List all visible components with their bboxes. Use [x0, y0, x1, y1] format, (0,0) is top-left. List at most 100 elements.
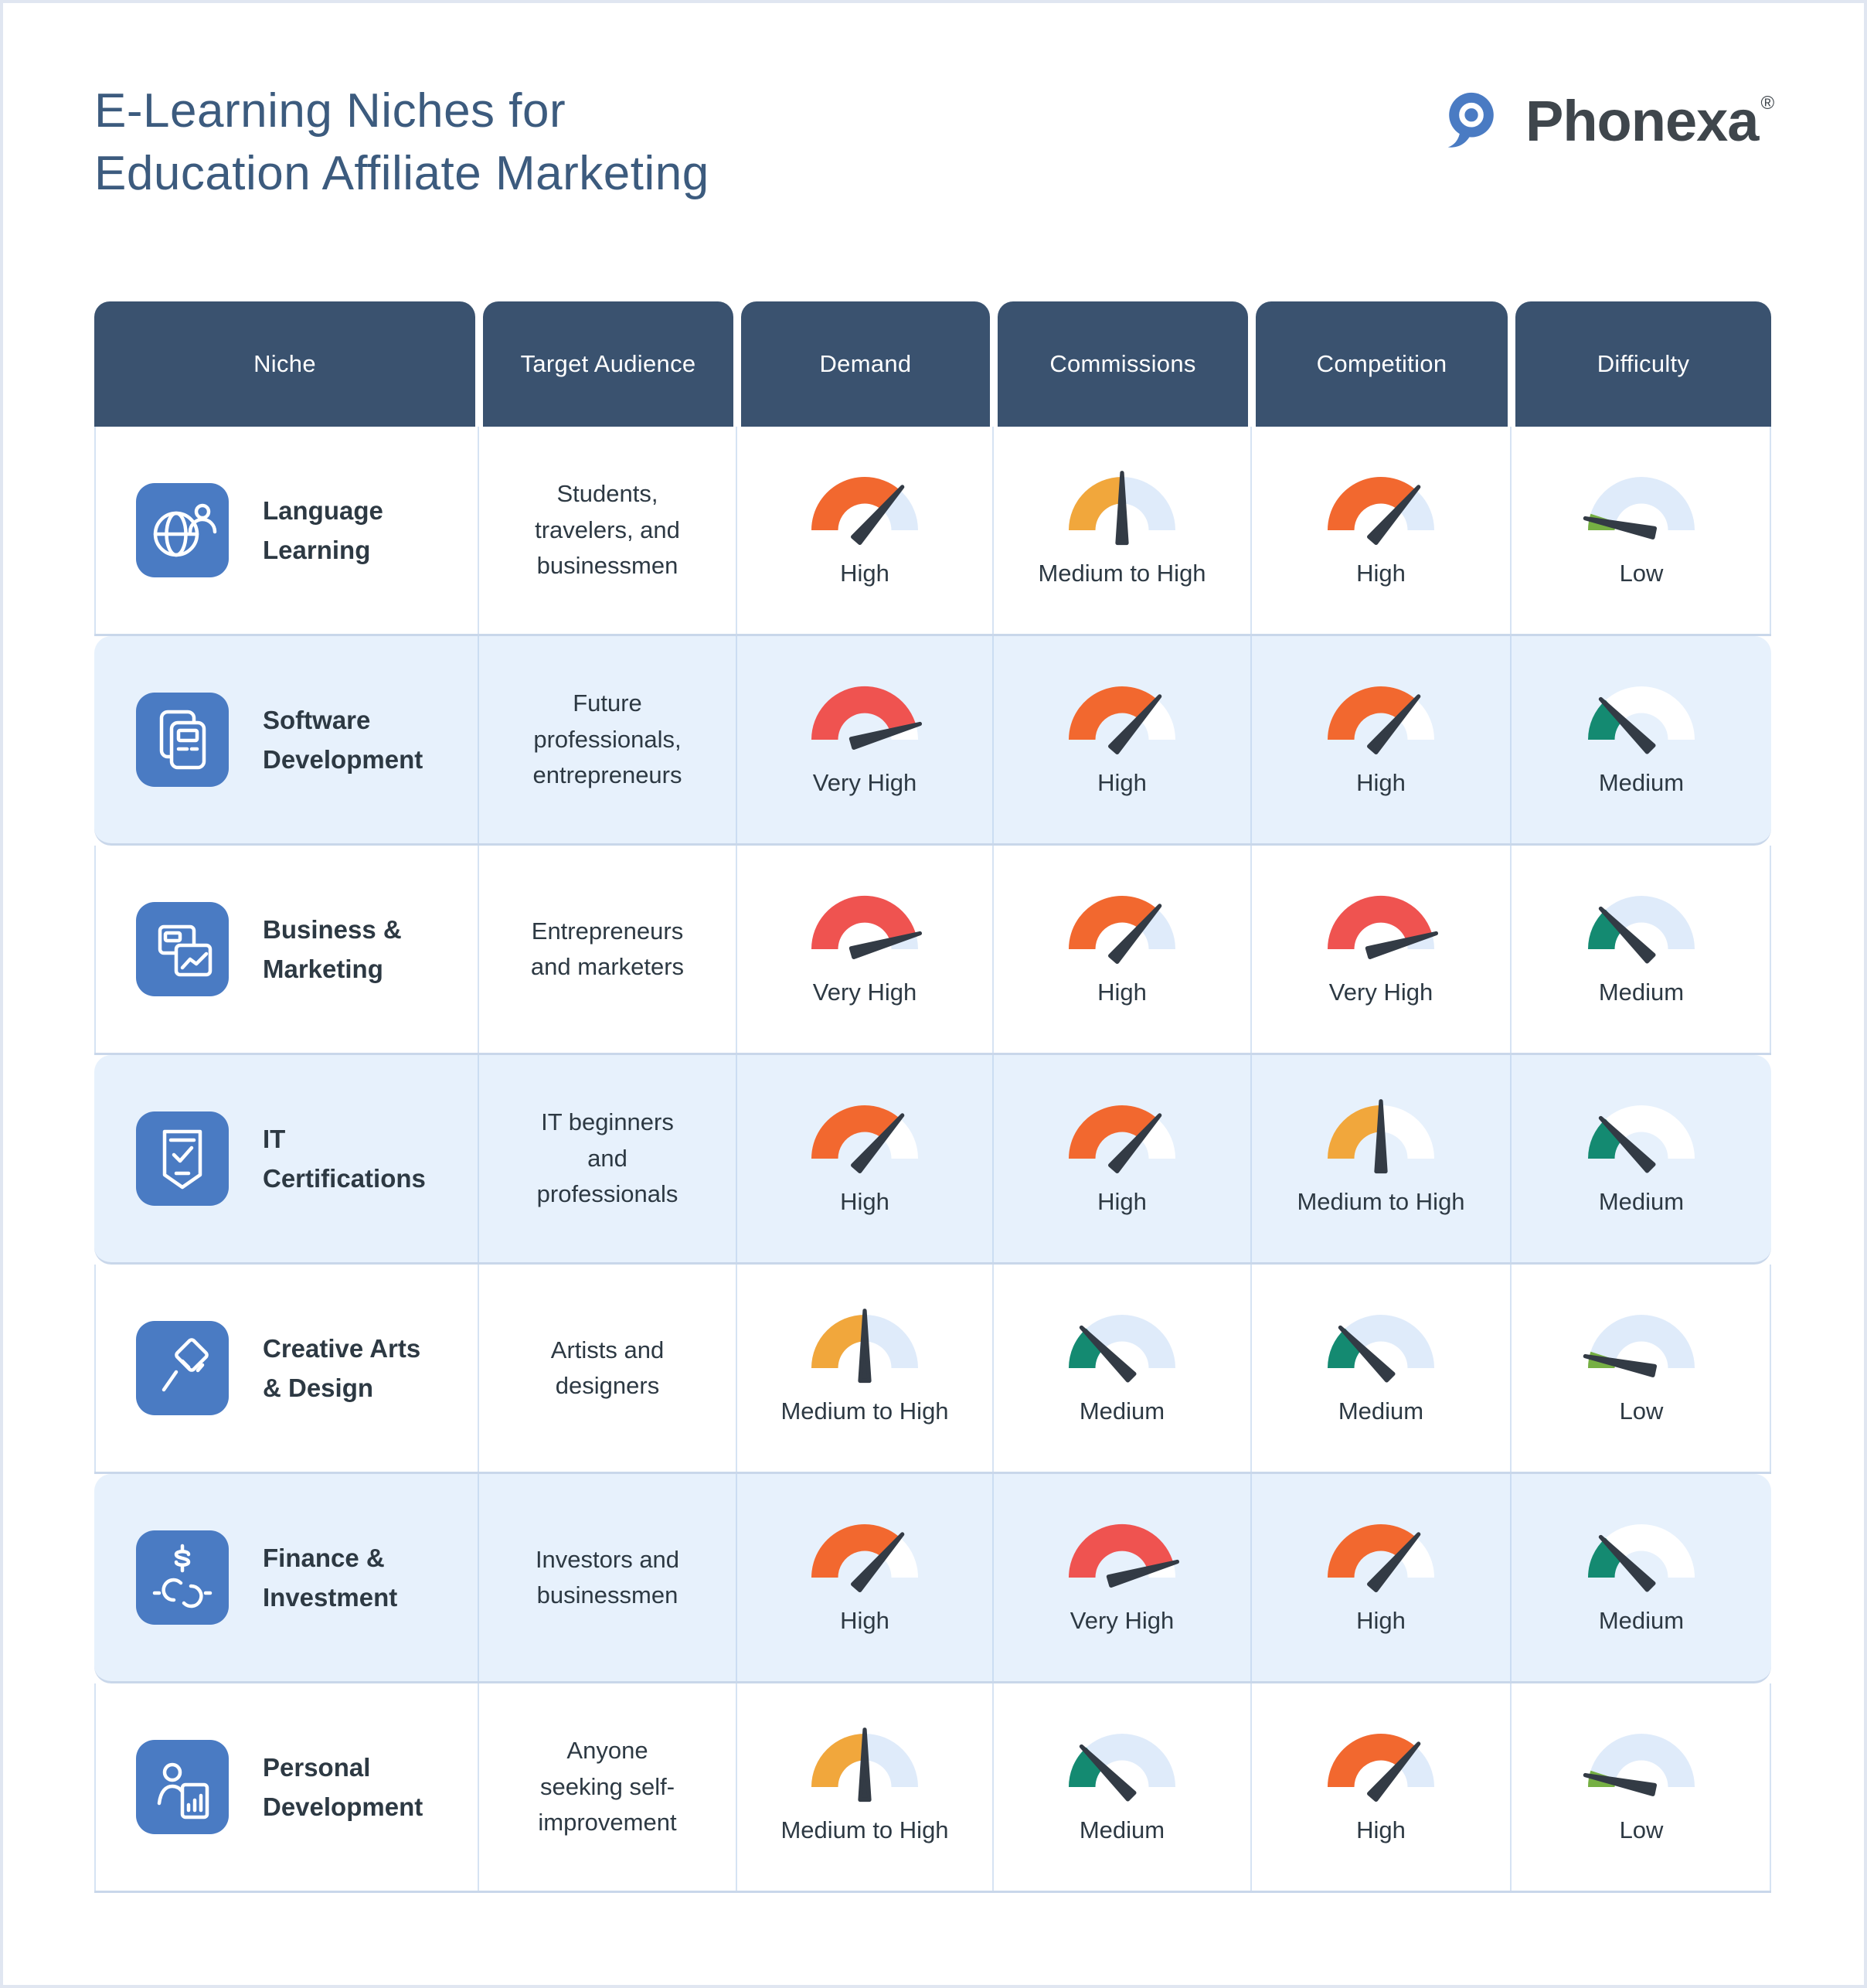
difficulty-gauge-icon	[1583, 1101, 1699, 1173]
commissions-cell: High	[994, 846, 1252, 1053]
difficulty-gauge-icon	[1583, 472, 1699, 540]
competition-level-label: Medium	[1338, 1397, 1424, 1425]
title-line-2: Education Affiliate Marketing	[94, 146, 709, 200]
phonexa-pin-icon	[1447, 92, 1494, 148]
competition-level-label: High	[1356, 560, 1406, 587]
demand-cell: Very High	[737, 636, 994, 843]
difficulty-level-label: Low	[1619, 560, 1664, 587]
commissions-level-label: High	[1097, 979, 1147, 1006]
competition-gauge-icon	[1323, 472, 1439, 546]
demand-gauge-icon	[807, 1101, 923, 1174]
competition-level-label: High	[1356, 1816, 1406, 1844]
demand-cell: High	[737, 1474, 994, 1681]
registered-trademark: ®	[1760, 93, 1774, 114]
demand-gauge-icon	[807, 472, 923, 546]
column-header-demand: Demand	[737, 301, 994, 427]
column-header-pill: Niche	[94, 301, 475, 427]
audience-cell: Investors and businessmen	[479, 1474, 737, 1681]
page-title: E-Learning Niches for Education Affiliate…	[94, 80, 709, 205]
table-body: Language Learning Students, travelers, a…	[94, 427, 1771, 1893]
table-row: Personal Development Anyone seeking self…	[94, 1683, 1771, 1893]
competition-cell: Very High	[1252, 846, 1512, 1053]
column-header-label: Commissions	[1049, 350, 1196, 377]
audience-cell: IT beginners and professionals	[479, 1055, 737, 1262]
difficulty-level-label: Medium	[1598, 979, 1685, 1006]
column-header-difficulty: Difficulty	[1512, 301, 1771, 427]
commissions-level-label: High	[1097, 1188, 1147, 1216]
column-header-target-audience: Target Audience	[479, 301, 737, 427]
niche-cell: Software Development	[94, 636, 479, 843]
niche-name: Software Development	[263, 705, 423, 774]
niche-name: Language Learning	[263, 495, 383, 564]
demand-level-label: High	[840, 560, 889, 587]
demand-gauge-icon	[807, 682, 923, 751]
demand-gauge-icon	[807, 1309, 923, 1384]
niche-name: Personal Development	[263, 1752, 423, 1821]
difficulty-gauge-icon	[1583, 891, 1699, 964]
niche-name: IT Certifications	[263, 1124, 426, 1193]
difficulty-cell: Low	[1512, 1683, 1771, 1891]
commissions-cell: Medium to High	[994, 427, 1252, 634]
audience-text: Anyone seeking self- improvement	[538, 1737, 677, 1837]
commissions-level-label: Medium to High	[1038, 560, 1206, 587]
niche-cell: Finance & Investment	[94, 1474, 479, 1681]
person-chart-icon	[136, 1740, 229, 1834]
niche-cell: Language Learning	[94, 427, 479, 634]
shield-check-icon	[136, 1111, 229, 1206]
demand-level-label: Very High	[812, 979, 917, 1006]
table-row: IT Certifications IT beginners and profe…	[94, 1055, 1771, 1265]
globe-user-icon	[136, 483, 229, 577]
commissions-gauge-icon	[1064, 1310, 1180, 1383]
difficulty-gauge-icon	[1583, 1310, 1699, 1378]
competition-cell: High	[1252, 427, 1512, 634]
commissions-cell: Very High	[994, 1474, 1252, 1681]
table-row: Language Learning Students, travelers, a…	[94, 427, 1771, 636]
competition-gauge-icon	[1323, 1099, 1439, 1174]
title-line-1: E-Learning Niches for	[94, 84, 566, 138]
difficulty-cell: Low	[1512, 1265, 1771, 1472]
demand-cell: Medium to High	[737, 1683, 994, 1891]
demand-gauge-icon	[807, 891, 923, 960]
niche-name: Finance & Investment	[263, 1543, 398, 1612]
table-row: Finance & Investment Investors and busin…	[94, 1474, 1771, 1683]
column-header-competition: Competition	[1252, 301, 1512, 427]
demand-level-label: Very High	[812, 769, 917, 797]
commissions-cell: High	[994, 1055, 1252, 1262]
demand-level-label: High	[840, 1607, 889, 1635]
demand-cell: High	[737, 427, 994, 634]
difficulty-level-label: Medium	[1598, 1188, 1685, 1216]
difficulty-gauge-icon	[1583, 682, 1699, 754]
audience-cell: Entrepreneurs and marketers	[479, 846, 737, 1053]
commissions-cell: High	[994, 636, 1252, 843]
commissions-gauge-icon	[1064, 1520, 1180, 1588]
column-header-commissions: Commissions	[994, 301, 1252, 427]
column-header-pill: Commissions	[998, 301, 1248, 427]
commissions-gauge-icon	[1064, 682, 1180, 755]
demand-gauge-icon	[807, 1520, 923, 1593]
audience-cell: Artists and designers	[479, 1265, 737, 1472]
column-header-pill: Target Audience	[483, 301, 733, 427]
audience-cell: Anyone seeking self- improvement	[479, 1683, 737, 1891]
difficulty-cell: Medium	[1512, 1055, 1771, 1262]
commissions-gauge-icon	[1064, 1101, 1180, 1174]
competition-gauge-icon	[1323, 891, 1439, 960]
audience-text: IT beginners and professionals	[536, 1108, 678, 1208]
difficulty-cell: Medium	[1512, 636, 1771, 843]
competition-level-label: High	[1356, 1607, 1406, 1635]
commissions-level-label: High	[1097, 769, 1147, 797]
paintbrush-icon	[136, 1321, 229, 1415]
niche-cell: IT Certifications	[94, 1055, 479, 1262]
column-header-label: Competition	[1316, 350, 1447, 377]
commissions-gauge-icon	[1064, 891, 1180, 965]
demand-cell: Very High	[737, 846, 994, 1053]
commissions-level-label: Very High	[1070, 1607, 1175, 1635]
difficulty-level-label: Medium	[1598, 1607, 1685, 1635]
audience-cell: Future professionals, entrepreneurs	[479, 636, 737, 843]
competition-gauge-icon	[1323, 1310, 1439, 1383]
demand-cell: Medium to High	[737, 1265, 994, 1472]
demand-level-label: Medium to High	[780, 1397, 949, 1425]
table-header-row: Niche Target Audience Demand Commissions…	[94, 301, 1771, 427]
dollar-coins-icon	[136, 1530, 229, 1625]
competition-cell: High	[1252, 1683, 1512, 1891]
niche-cell: Business & Marketing	[94, 846, 479, 1053]
